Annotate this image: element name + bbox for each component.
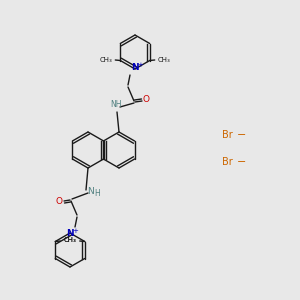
Text: N: N bbox=[88, 187, 94, 196]
Text: O: O bbox=[142, 95, 149, 104]
Text: NH: NH bbox=[110, 100, 122, 109]
Text: −: − bbox=[237, 157, 246, 167]
Text: +: + bbox=[137, 62, 143, 68]
Text: CH₃: CH₃ bbox=[100, 56, 112, 62]
Text: CH₃: CH₃ bbox=[63, 238, 76, 244]
Text: CH₃: CH₃ bbox=[64, 238, 77, 244]
Text: O: O bbox=[56, 197, 62, 206]
Text: Br: Br bbox=[222, 130, 233, 140]
Text: H: H bbox=[94, 188, 100, 197]
Text: Br: Br bbox=[222, 157, 233, 167]
Text: N: N bbox=[131, 64, 139, 73]
Text: +: + bbox=[72, 228, 78, 234]
Text: CH₃: CH₃ bbox=[158, 56, 170, 62]
Text: −: − bbox=[237, 130, 246, 140]
Text: N: N bbox=[66, 230, 74, 238]
